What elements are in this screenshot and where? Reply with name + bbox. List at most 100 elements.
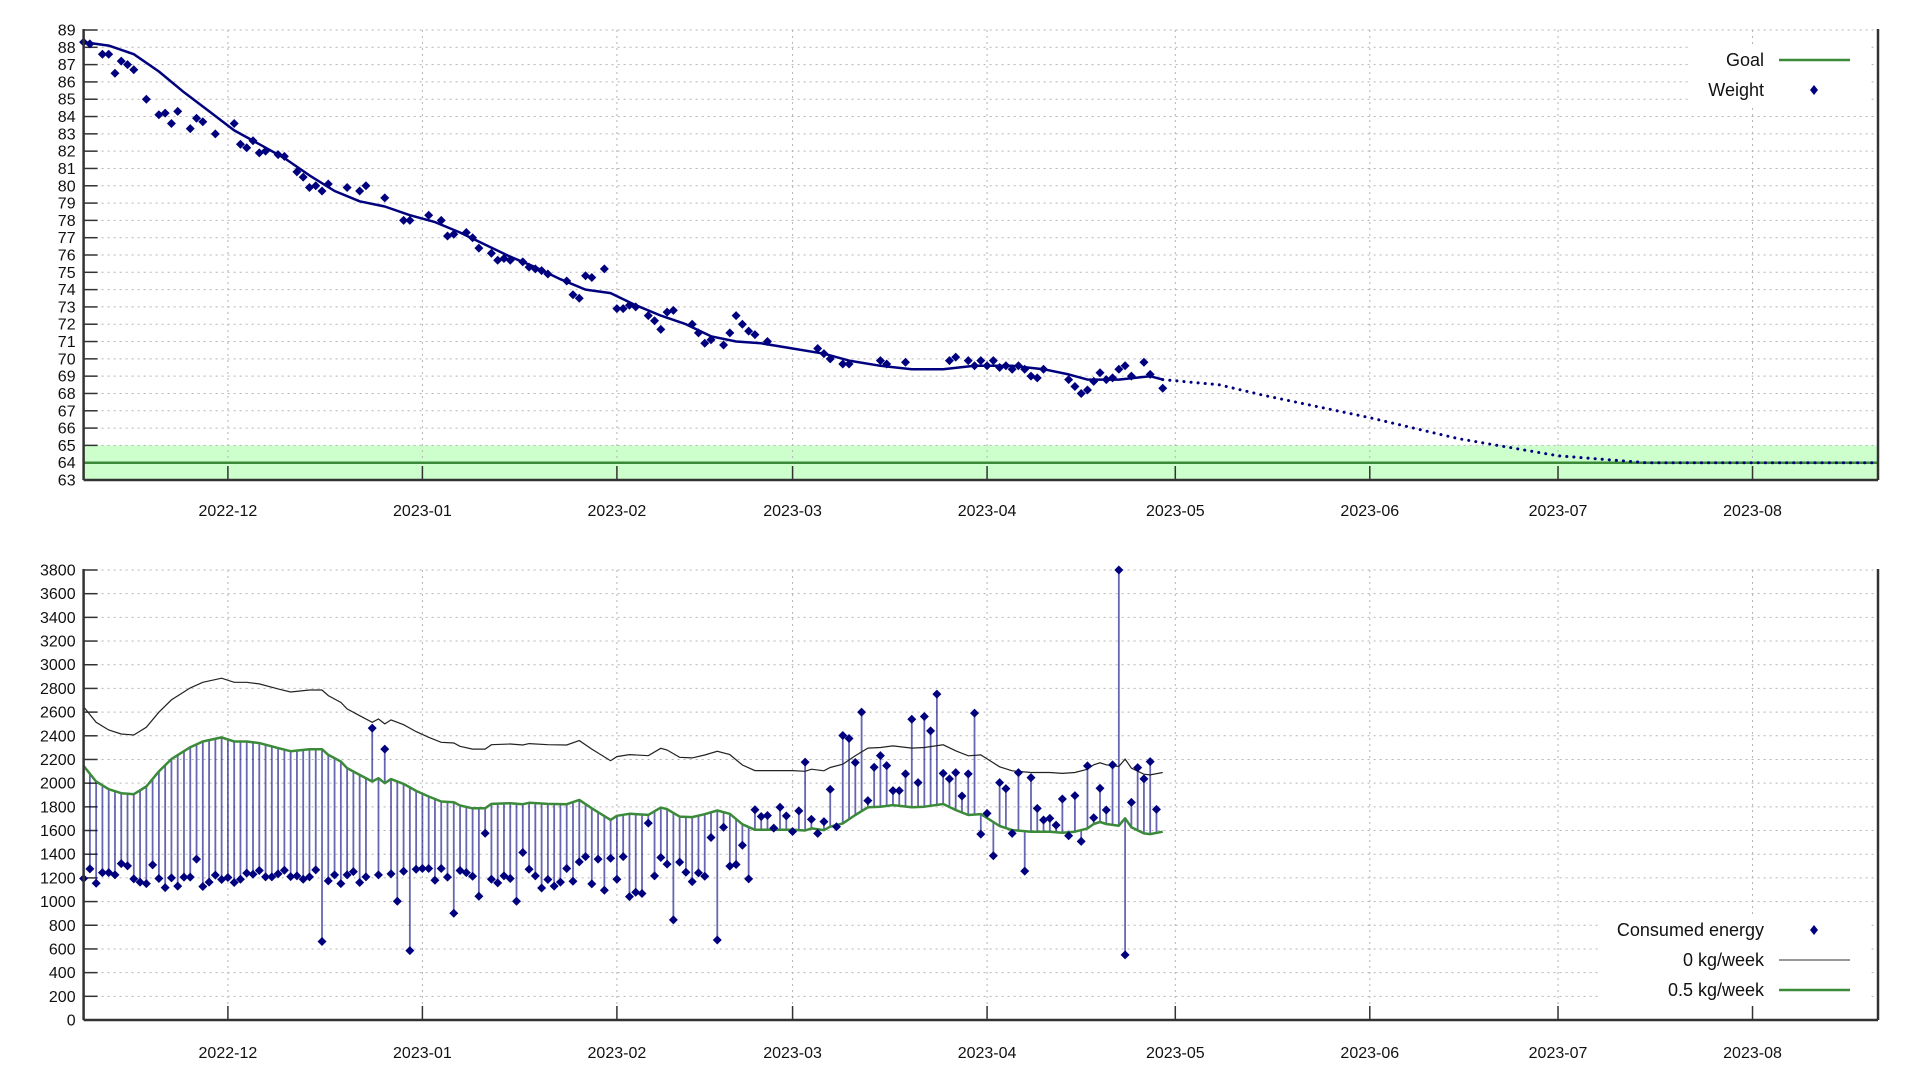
x-tick-label: 2023-04	[958, 1045, 1017, 1062]
consumed-energy-point	[1007, 828, 1017, 838]
consumed-energy-point	[731, 860, 741, 870]
weight-point	[719, 340, 729, 350]
consumed-energy-point	[668, 915, 678, 925]
consumed-energy-point	[1064, 831, 1074, 841]
consumed-energy-point	[800, 757, 810, 767]
consumed-energy-point	[286, 872, 296, 882]
consumed-energy-point	[1051, 820, 1061, 830]
weight-point	[1120, 361, 1130, 371]
legend-label-goal: Goal	[1726, 50, 1764, 70]
consumed-energy-point	[913, 778, 923, 788]
consumed-energy-point	[681, 867, 691, 877]
y-tick-label: 2800	[40, 681, 76, 698]
consumed-energy-point	[97, 868, 107, 878]
x-tick-label: 2023-07	[1529, 1045, 1588, 1062]
consumed-energy-point	[273, 869, 283, 879]
weight-point	[643, 311, 653, 321]
weight-point	[399, 215, 409, 225]
consumed-energy-point	[838, 731, 848, 741]
consumed-energy-point	[399, 866, 409, 876]
weight-point	[192, 113, 202, 123]
y-tick-label: 3600	[40, 586, 76, 603]
weight-point	[254, 148, 264, 158]
consumed-energy-point	[643, 818, 653, 828]
weight-point	[825, 354, 835, 364]
y-tick-label: 89	[58, 23, 76, 40]
weight-point	[668, 305, 678, 315]
consumed-energy-point	[788, 826, 798, 836]
consumed-energy-point	[593, 854, 603, 864]
weight-point	[185, 124, 195, 134]
legend-label-0-5-kg-week: 0.5 kg/week	[1668, 980, 1765, 1000]
weight-point	[618, 304, 628, 314]
consumed-energy-point	[192, 854, 202, 864]
weight-point	[524, 262, 534, 272]
y-tick-label: 2600	[40, 705, 76, 722]
consumed-energy-point	[449, 908, 459, 918]
consumed-energy-point	[850, 758, 860, 768]
y-tick-label: 66	[58, 421, 76, 438]
weight-point	[380, 193, 390, 203]
x-tick-label: 2023-04	[958, 503, 1017, 520]
consumed-energy-point	[549, 881, 559, 891]
y-tick-label: 77	[58, 230, 76, 247]
consumed-energy-point	[1032, 803, 1042, 813]
weight-point	[160, 108, 170, 118]
consumed-energy-point	[530, 871, 540, 881]
consumed-energy-point	[1108, 760, 1118, 770]
consumed-energy-point	[110, 870, 120, 880]
consumed-energy-point	[524, 864, 534, 874]
consumed-energy-point	[330, 870, 340, 880]
weight-point	[693, 328, 703, 338]
consumed-energy-point	[869, 762, 879, 772]
consumed-energy-point	[1039, 815, 1049, 825]
weight-point	[599, 264, 609, 274]
consumed-energy-point	[1089, 813, 1099, 823]
weight-point	[970, 361, 980, 371]
weight-point	[235, 139, 245, 149]
weight-point	[875, 356, 885, 366]
weight-point	[762, 337, 772, 347]
consumed-energy-point	[831, 822, 841, 832]
consumed-energy-point	[706, 833, 716, 843]
consumed-energy-point	[781, 811, 791, 821]
y-tick-label: 74	[58, 282, 76, 299]
x-tick-label: 2023-02	[588, 1045, 647, 1062]
x-tick-label: 2023-08	[1723, 503, 1782, 520]
consumed-energy-point	[750, 805, 760, 815]
y-tick-label: 600	[49, 941, 76, 958]
consumed-energy-point	[173, 881, 183, 891]
consumed-energy-point	[700, 871, 710, 881]
weight-point	[304, 183, 314, 192]
y-tick-label: 3200	[40, 634, 76, 651]
consumed-energy-point	[926, 726, 936, 736]
weight-point	[499, 253, 509, 263]
consumed-energy-point	[248, 869, 258, 879]
y-tick-label: 73	[58, 299, 76, 316]
consumed-energy-point	[204, 877, 214, 887]
consumed-energy-point	[1013, 768, 1023, 778]
y-tick-label: 2400	[40, 728, 76, 745]
weight-point	[173, 106, 183, 116]
weight-forecast-line	[1161, 378, 1880, 465]
weight-point	[1126, 371, 1136, 381]
consumed-energy-point	[656, 853, 666, 863]
consumed-energy-point	[1151, 804, 1161, 814]
weight-point	[813, 343, 823, 353]
y-tick-label: 71	[58, 334, 76, 351]
consumed-energy-point	[894, 786, 904, 796]
consumed-energy-point	[882, 761, 892, 771]
legend-background	[1690, 44, 1870, 106]
consumed-energy-point	[762, 810, 772, 820]
consumed-energy-point	[693, 868, 703, 878]
weight-point	[505, 255, 515, 265]
consumed-energy-point	[568, 876, 578, 886]
weight-point	[988, 356, 998, 366]
consumed-energy-point	[179, 872, 189, 882]
y-tick-label: 75	[58, 265, 76, 282]
consumed-energy-point	[512, 896, 522, 906]
consumed-energy-point	[825, 784, 835, 794]
weight-point	[687, 319, 697, 329]
weight-point	[1114, 364, 1124, 374]
consumed-energy-point	[744, 874, 754, 884]
